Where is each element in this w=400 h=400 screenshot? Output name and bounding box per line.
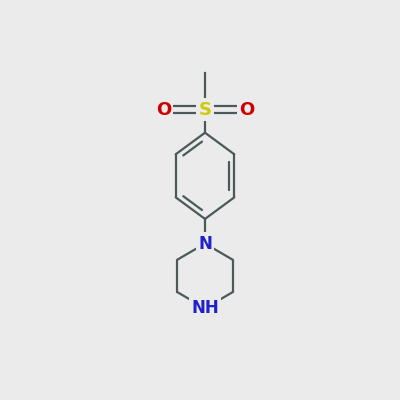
Text: NH: NH <box>191 299 219 317</box>
Text: O: O <box>156 101 171 119</box>
Text: S: S <box>198 101 212 119</box>
Text: N: N <box>198 234 212 252</box>
Text: O: O <box>239 101 254 119</box>
